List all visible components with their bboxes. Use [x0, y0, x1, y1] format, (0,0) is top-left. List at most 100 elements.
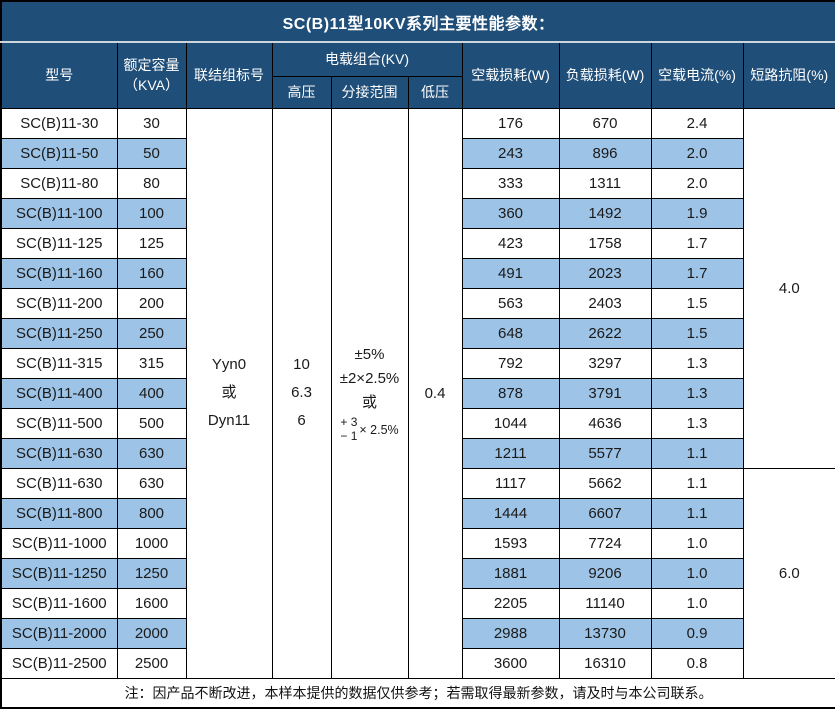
table-row: SC(B)11-630 630 1117 5662 1.1 6.0	[0, 467, 835, 679]
no-load-loss-cell: 176	[461, 107, 560, 139]
no-load-current-cell: 1.3	[650, 347, 744, 379]
capacity-cell: 1250	[116, 557, 187, 589]
load-loss-cell: 4636	[558, 407, 652, 439]
capacity-cell: 315	[116, 347, 187, 379]
no-load-loss-cell: 1044	[461, 407, 560, 439]
model-cell: SC(B)11-30	[0, 107, 118, 139]
table-row: SC(B)11-80 80 333 1311 2.0	[0, 167, 835, 199]
no-load-current-cell: 2.0	[650, 167, 744, 199]
load-loss-cell: 3791	[558, 377, 652, 409]
no-load-loss-cell: 792	[461, 347, 560, 379]
model-cell: SC(B)11-160	[0, 257, 118, 289]
model-cell: SC(B)11-125	[0, 227, 118, 259]
lv-cell: 0.4	[407, 107, 463, 679]
load-loss-cell: 5662	[558, 467, 652, 499]
no-load-loss-cell: 491	[461, 257, 560, 289]
no-load-current-cell: 1.5	[650, 287, 744, 319]
no-load-current-cell: 0.9	[650, 617, 744, 649]
model-cell: SC(B)11-315	[0, 347, 118, 379]
model-cell: SC(B)11-250	[0, 317, 118, 349]
no-load-current-cell: 1.1	[650, 437, 744, 469]
header-lv: 低压	[407, 75, 463, 109]
impedance-cell: 6.0	[742, 467, 835, 679]
capacity-cell: 250	[116, 317, 187, 349]
load-loss-cell: 2622	[558, 317, 652, 349]
no-load-loss-cell: 878	[461, 377, 560, 409]
no-load-loss-cell: 1881	[461, 557, 560, 589]
header-capacity: 额定容量 （KVA）	[116, 41, 187, 109]
table-row: SC(B)11-400 400 878 3791 1.3	[0, 377, 835, 409]
no-load-current-cell: 1.0	[650, 527, 744, 559]
no-load-current-cell: 1.1	[650, 497, 744, 529]
tap-stack-bottom: − 1	[340, 428, 358, 443]
model-cell: SC(B)11-200	[0, 287, 118, 319]
model-cell: SC(B)11-2500	[0, 647, 118, 679]
capacity-cell: 800	[116, 497, 187, 529]
hv-cell: 10 6.3 6	[271, 107, 332, 679]
load-loss-cell: 6607	[558, 497, 652, 529]
model-cell: SC(B)11-630	[0, 467, 118, 499]
model-cell: SC(B)11-800	[0, 497, 118, 529]
no-load-current-cell: 1.7	[650, 257, 744, 289]
footer-note: 注：因产品不断改进，本样本提供的数据仅供参考；若需取得最新参数，请及时与本公司联…	[0, 677, 835, 709]
tap-line: 或	[361, 393, 377, 411]
capacity-cell: 160	[116, 257, 187, 289]
no-load-loss-cell: 2205	[461, 587, 560, 619]
tap-stack-rest: × 2.5%	[359, 422, 399, 437]
no-load-loss-cell: 3600	[461, 647, 560, 679]
capacity-cell: 1600	[116, 587, 187, 619]
header-tap-range: 分接范围	[330, 75, 409, 109]
tap-line: ±2×2.5%	[339, 369, 400, 387]
model-cell: SC(B)11-50	[0, 137, 118, 169]
model-cell: SC(B)11-630	[0, 437, 118, 469]
tap-stack-notation: + 3− 1 × 2.5%	[332, 415, 407, 444]
load-loss-cell: 2023	[558, 257, 652, 289]
no-load-current-cell: 1.3	[650, 377, 744, 409]
tap-range-cell: ±5% ±2×2.5% 或 + 3− 1 × 2.5%	[330, 107, 409, 679]
load-loss-cell: 670	[558, 107, 652, 139]
header-no-load-loss: 空载损耗(W)	[461, 41, 560, 109]
table-row: SC(B)11-1250 1250 1881 9206 1.0	[0, 557, 835, 589]
model-cell: SC(B)11-80	[0, 167, 118, 199]
capacity-cell: 630	[116, 467, 187, 499]
load-loss-cell: 896	[558, 137, 652, 169]
no-load-current-cell: 1.5	[650, 317, 744, 349]
connection-line: Yyn0	[211, 356, 247, 373]
tap-line: ±5%	[354, 345, 385, 363]
capacity-cell: 125	[116, 227, 187, 259]
model-cell: SC(B)11-100	[0, 197, 118, 229]
load-loss-cell: 1758	[558, 227, 652, 259]
page-title: SC(B)11型10KV系列主要性能参数：	[0, 0, 835, 43]
no-load-current-cell: 0.8	[650, 647, 744, 679]
load-loss-cell: 1492	[558, 197, 652, 229]
header-row-2: 高压 分接范围 低压	[1, 75, 835, 109]
header-row-1: 型号 额定容量 （KVA） 联结组标号 电载组合(KV) 空载损耗(W) 负载损…	[0, 41, 835, 109]
table-row: SC(B)11-125 125 423 1758 1.7	[0, 227, 835, 259]
no-load-loss-cell: 360	[461, 197, 560, 229]
model-cell: SC(B)11-1600	[0, 587, 118, 619]
header-hv: 高压	[271, 75, 332, 109]
capacity-cell: 80	[116, 167, 187, 199]
no-load-loss-cell: 1117	[461, 467, 560, 499]
table-row: SC(B)11-2000 2000 2988 13730 0.9	[0, 617, 835, 649]
table-row: SC(B)11-800 800 1444 6607 1.1	[0, 497, 835, 529]
no-load-current-cell: 1.7	[650, 227, 744, 259]
no-load-loss-cell: 423	[461, 227, 560, 259]
table-row: SC(B)11-1600 1600 2205 11140 1.0	[0, 587, 835, 619]
table-row: SC(B)11-50 50 243 896 2.0	[0, 137, 835, 169]
capacity-cell: 400	[116, 377, 187, 409]
load-loss-cell: 13730	[558, 617, 652, 649]
model-cell: SC(B)11-400	[0, 377, 118, 409]
header-capacity-line1: 额定容量	[123, 57, 180, 74]
header-no-load-current: 空载电流(%)	[650, 41, 744, 109]
model-cell: SC(B)11-500	[0, 407, 118, 439]
load-loss-cell: 9206	[558, 557, 652, 589]
no-load-loss-cell: 563	[461, 287, 560, 319]
hv-line: 6	[297, 412, 306, 429]
no-load-current-cell: 1.9	[650, 197, 744, 229]
no-load-loss-cell: 1593	[461, 527, 560, 559]
load-loss-cell: 2403	[558, 287, 652, 319]
connection-group-cell: Yyn0 或 Dyn11	[185, 107, 273, 679]
table-row: SC(B)11-100 100 360 1492 1.9	[0, 197, 835, 229]
